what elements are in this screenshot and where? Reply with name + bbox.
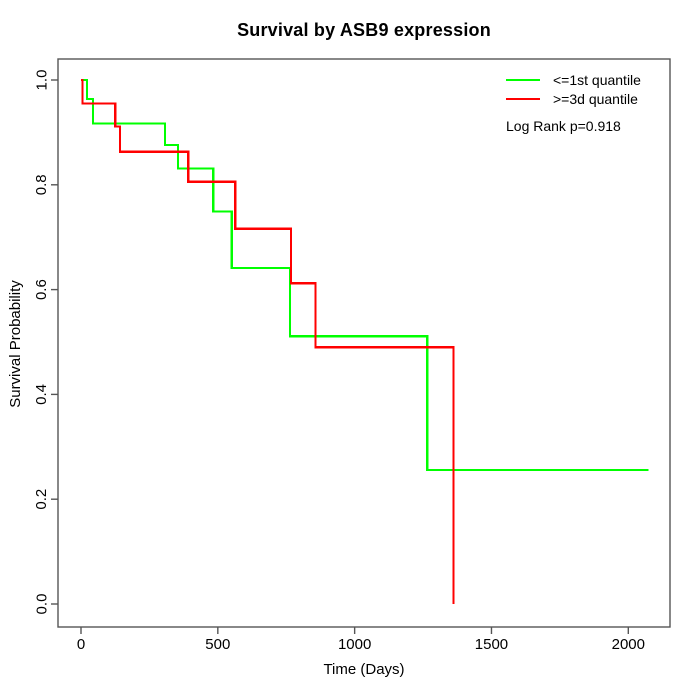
x-tick-label-0: 0 bbox=[77, 636, 85, 653]
legend: <=1st quantile >=3d quantile Log Rank p=… bbox=[506, 70, 641, 134]
y-tick-label-0.8: 0.8 bbox=[33, 174, 50, 195]
legend-line-red-icon bbox=[506, 97, 540, 100]
y-axis-label: Survival Probability bbox=[7, 280, 24, 408]
y-tick-label-0.2: 0.2 bbox=[33, 489, 50, 510]
plot-box bbox=[57, 58, 671, 628]
y-tick-label-1.0: 1.0 bbox=[33, 70, 50, 91]
x-tick-label-2000: 2000 bbox=[612, 636, 645, 653]
survival-curve-1 bbox=[81, 78, 455, 604]
legend-item-third-quantile: >=3d quantile bbox=[506, 89, 641, 108]
survival-curve-0 bbox=[81, 78, 649, 471]
x-axis-label: Time (Days) bbox=[323, 661, 405, 678]
y-tick-label-0.0: 0.0 bbox=[33, 594, 50, 615]
x-tick-label-1500: 1500 bbox=[475, 636, 508, 653]
legend-item-first-quantile: <=1st quantile bbox=[506, 70, 641, 89]
y-tick-label-0.6: 0.6 bbox=[33, 279, 50, 300]
legend-label-first-quantile: <=1st quantile bbox=[553, 71, 641, 88]
chart-title: Survival by ASB9 expression bbox=[237, 20, 491, 40]
log-rank-text: Log Rank p=0.918 bbox=[506, 118, 621, 134]
x-tick-label-500: 500 bbox=[205, 636, 230, 653]
x-tick-label-1000: 1000 bbox=[338, 636, 371, 653]
legend-line-green-icon bbox=[506, 78, 540, 81]
legend-label-third-quantile: >=3d quantile bbox=[553, 90, 638, 107]
y-tick-label-0.4: 0.4 bbox=[33, 384, 50, 405]
